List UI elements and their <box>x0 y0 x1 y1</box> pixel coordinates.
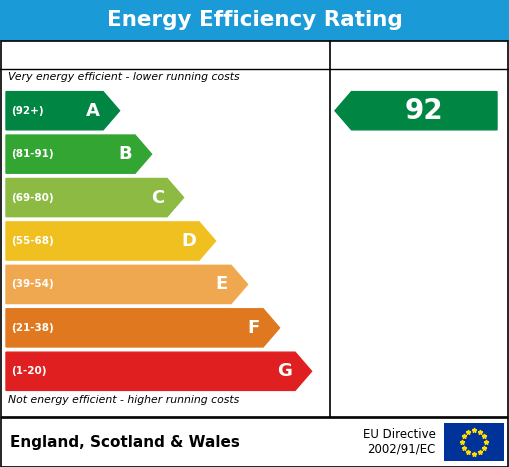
Bar <box>0 0 509 41</box>
Text: 92: 92 <box>405 97 443 125</box>
Bar <box>444 423 504 461</box>
Polygon shape <box>6 222 216 260</box>
Polygon shape <box>6 352 312 390</box>
Text: (21-38): (21-38) <box>11 323 54 333</box>
Text: B: B <box>119 145 132 163</box>
Text: 2002/91/EC: 2002/91/EC <box>367 443 436 455</box>
Text: (1-20): (1-20) <box>11 366 46 376</box>
Text: A: A <box>86 102 100 120</box>
Polygon shape <box>6 135 152 173</box>
Bar <box>0 417 509 467</box>
Text: (81-91): (81-91) <box>11 149 53 159</box>
Polygon shape <box>335 92 497 130</box>
Polygon shape <box>6 92 120 130</box>
Text: Not energy efficient - higher running costs: Not energy efficient - higher running co… <box>8 395 239 405</box>
Polygon shape <box>6 178 184 217</box>
Text: (92+): (92+) <box>11 106 44 116</box>
Text: (69-80): (69-80) <box>11 192 53 203</box>
Text: C: C <box>151 189 164 206</box>
Polygon shape <box>6 265 247 304</box>
Text: Energy Efficiency Rating: Energy Efficiency Rating <box>106 10 403 30</box>
Text: E: E <box>216 276 228 293</box>
Text: F: F <box>248 319 260 337</box>
Text: Very energy efficient - lower running costs: Very energy efficient - lower running co… <box>8 72 240 82</box>
Text: D: D <box>181 232 196 250</box>
Text: (55-68): (55-68) <box>11 236 54 246</box>
Text: England, Scotland & Wales: England, Scotland & Wales <box>10 434 240 450</box>
Text: (39-54): (39-54) <box>11 279 54 290</box>
Bar <box>1 41 508 417</box>
Text: G: G <box>277 362 292 380</box>
Polygon shape <box>6 309 279 347</box>
Bar <box>1 417 508 467</box>
Text: EU Directive: EU Directive <box>363 429 436 441</box>
